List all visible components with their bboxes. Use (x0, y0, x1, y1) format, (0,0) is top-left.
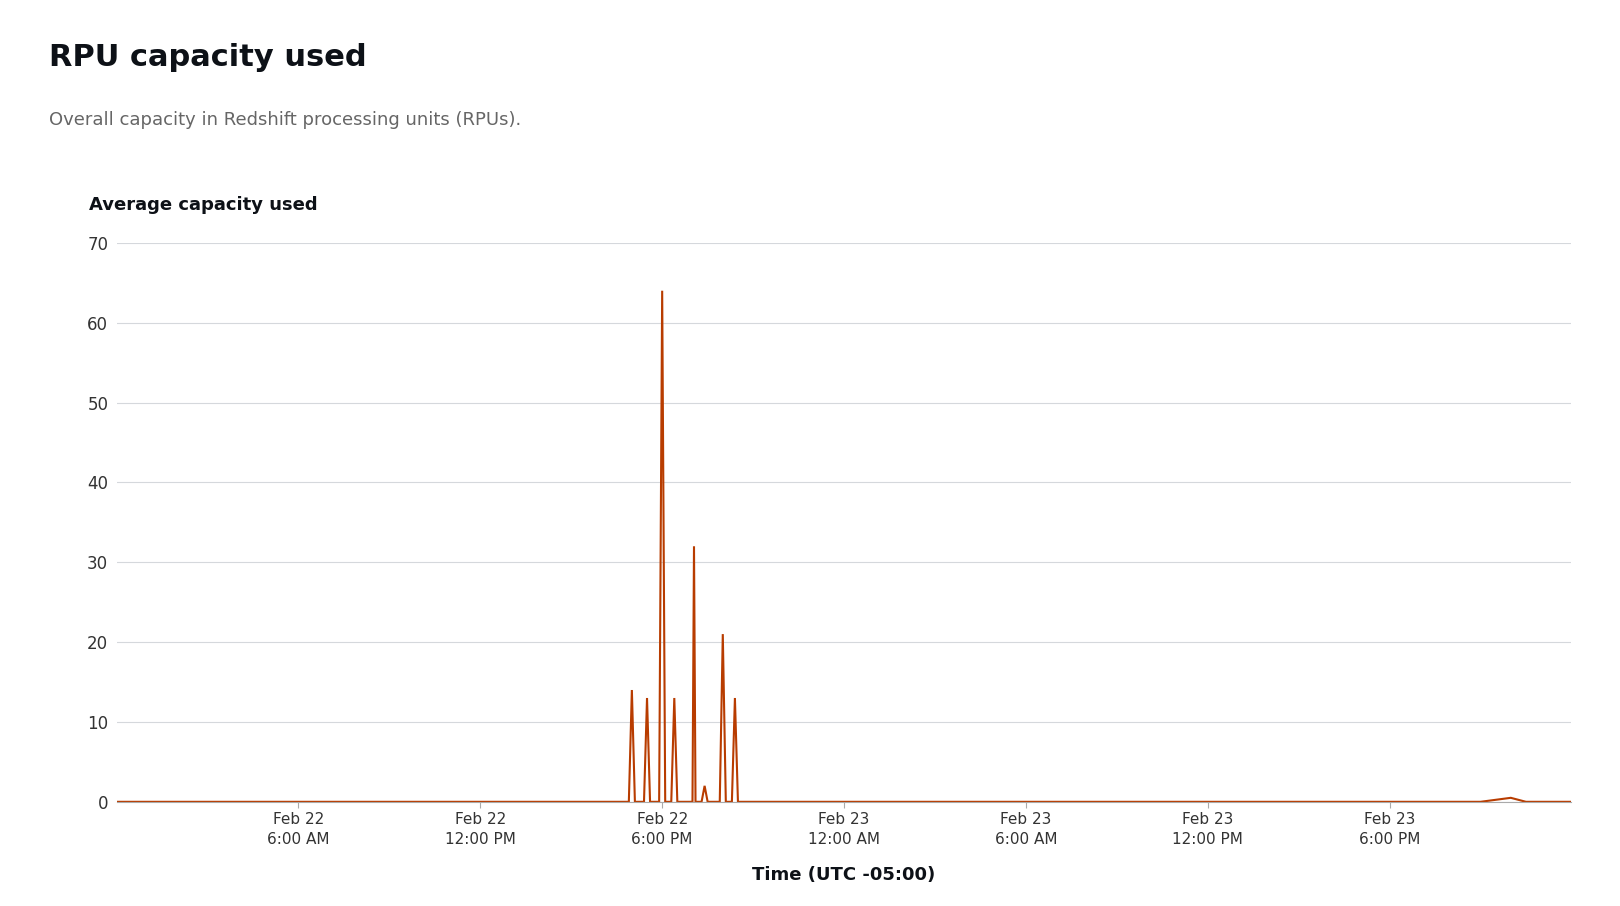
Text: Overall capacity in Redshift processing units (RPUs).: Overall capacity in Redshift processing … (49, 111, 522, 129)
Text: Average capacity used: Average capacity used (89, 197, 318, 215)
Text: RPU capacity used: RPU capacity used (49, 43, 366, 72)
X-axis label: Time (UTC -05:00): Time (UTC -05:00) (752, 866, 936, 884)
